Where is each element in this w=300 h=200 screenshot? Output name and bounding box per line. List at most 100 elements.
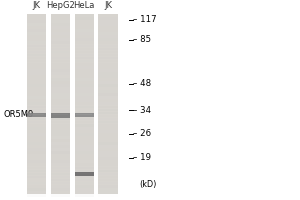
Bar [98, 29, 118, 32]
Bar [51, 194, 70, 197]
Bar [98, 191, 118, 194]
Bar [74, 118, 94, 120]
Bar [98, 102, 118, 105]
Bar [98, 35, 118, 38]
Bar [74, 185, 94, 188]
Text: HepG2: HepG2 [46, 1, 75, 10]
Bar [27, 154, 46, 157]
Bar [27, 41, 46, 44]
Bar [98, 90, 118, 93]
Bar [98, 57, 118, 59]
Bar [27, 29, 46, 32]
Bar [51, 160, 70, 163]
Bar [51, 109, 70, 111]
Bar [98, 48, 118, 50]
Bar [51, 121, 70, 123]
Bar [98, 69, 118, 72]
Bar [98, 23, 118, 26]
Bar [51, 173, 70, 175]
Bar [51, 145, 70, 148]
Bar [74, 194, 94, 197]
Bar [98, 142, 118, 145]
Text: – 26: – 26 [133, 130, 152, 138]
Bar [74, 32, 94, 35]
Bar [74, 66, 94, 69]
Bar [27, 96, 46, 99]
Bar [27, 113, 46, 117]
Bar [27, 179, 46, 181]
Bar [27, 63, 46, 66]
Bar [27, 170, 46, 172]
Bar [51, 20, 70, 23]
Bar [51, 163, 70, 166]
Bar [51, 93, 70, 96]
Bar [51, 124, 70, 127]
Bar [74, 170, 94, 172]
Bar [74, 87, 94, 90]
Bar [51, 57, 70, 59]
Bar [27, 17, 46, 20]
Bar [51, 112, 70, 114]
Bar [51, 142, 70, 145]
Text: JK: JK [33, 1, 41, 10]
Bar [74, 112, 94, 114]
Text: – 19: – 19 [133, 154, 151, 162]
Bar [74, 124, 94, 127]
Bar [98, 14, 118, 194]
Bar [76, 173, 92, 174]
Bar [51, 102, 70, 105]
Bar [98, 160, 118, 163]
Bar [51, 45, 70, 47]
Bar [51, 133, 70, 136]
Bar [98, 26, 118, 29]
Bar [74, 20, 94, 23]
Bar [98, 124, 118, 127]
Bar [98, 145, 118, 148]
Bar [74, 173, 94, 175]
Bar [27, 20, 46, 23]
Bar [51, 69, 70, 72]
Bar [98, 127, 118, 130]
Bar [51, 48, 70, 50]
Bar [98, 154, 118, 157]
Bar [51, 157, 70, 160]
Bar [74, 113, 94, 117]
Bar [74, 69, 94, 72]
Bar [27, 136, 46, 139]
Bar [27, 48, 46, 50]
Bar [51, 188, 70, 191]
Bar [98, 38, 118, 41]
Bar [27, 84, 46, 87]
Bar [74, 121, 94, 123]
Bar [74, 54, 94, 56]
Bar [51, 17, 70, 20]
Bar [51, 115, 70, 117]
Bar [74, 133, 94, 136]
Bar [51, 63, 70, 66]
Bar [98, 87, 118, 90]
Bar [51, 29, 70, 32]
Bar [98, 84, 118, 87]
Bar [51, 87, 70, 90]
Bar [74, 130, 94, 133]
Bar [98, 157, 118, 160]
Bar [51, 179, 70, 181]
Bar [51, 118, 70, 120]
Bar [27, 26, 46, 29]
Bar [98, 179, 118, 181]
Bar [74, 99, 94, 102]
Bar [27, 69, 46, 72]
Bar [74, 145, 94, 148]
Bar [74, 51, 94, 53]
Bar [27, 160, 46, 163]
Bar [51, 151, 70, 154]
Bar [74, 151, 94, 154]
Bar [27, 188, 46, 191]
Bar [74, 106, 94, 108]
Bar [74, 29, 94, 32]
Bar [51, 127, 70, 130]
Text: – 48: – 48 [133, 79, 152, 88]
Bar [74, 176, 94, 178]
Bar [74, 17, 94, 20]
Bar [98, 106, 118, 108]
